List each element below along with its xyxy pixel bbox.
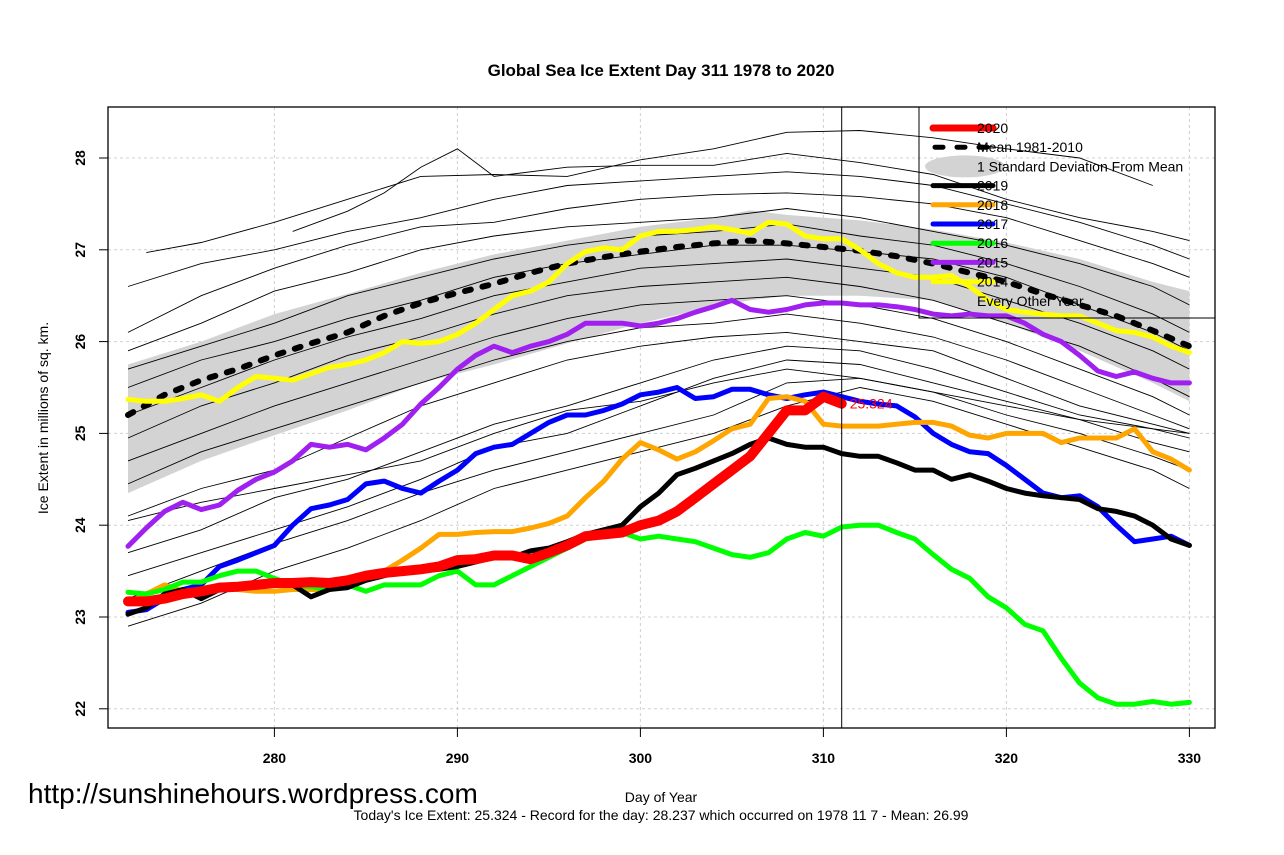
x-axis: 280 290 300 310 320 330 [263,728,1202,766]
sd-band-layer [128,210,1190,494]
series-line-2017 [125,385,1192,615]
plot-frame [107,106,1216,729]
background-year-line [127,377,1190,600]
background-year-line [127,192,1190,333]
footer-stats: Today's Ice Extent: 25.324 - Record for … [354,807,969,823]
annotation-layer: 25.324 [850,396,893,412]
background-year-line [127,359,1190,577]
y-tick-label: 24 [72,517,88,533]
x-tick-label: 330 [1178,750,1202,766]
background-year-line [127,331,1190,517]
legend: 2020 Mean 1981-2010 1 Standard Deviation F… [918,106,1216,319]
legend-label: 2014 [977,274,1008,290]
mean-layer [125,237,1193,418]
chart-title: Global Sea Ice Extent Day 311 1978 to 20… [488,61,835,80]
series-line-2018 [125,394,1192,606]
background-year-line [127,313,1190,485]
legend-label: Mean 1981-2010 [977,139,1083,155]
background-year-line [127,208,1190,352]
x-tick-label: 310 [812,750,836,766]
x-axis-label: Day of Year [625,789,698,805]
legend-label: 2018 [977,197,1008,213]
watermark-link[interactable]: http://sunshinehours.wordpress.com [28,778,478,809]
y-tick-label: 25 [72,425,88,441]
y-tick-label: 27 [72,242,88,258]
legend-label: Every Other Year [977,293,1084,309]
x-tick-label: 300 [629,750,653,766]
legend-label: 2016 [977,235,1008,251]
series-line-2016 [125,522,1192,707]
y-tick-label: 23 [72,609,88,625]
series-line-2020 [123,391,847,607]
legend-label: 1 Standard Deviation From Mean [977,158,1183,174]
legend-label: 2020 [977,120,1008,136]
x-tick-label: 290 [446,750,470,766]
sd-band [128,210,1190,494]
y-axis-label: Ice Extent in millions of sq. km. [35,322,51,514]
legend-label: 2017 [977,216,1008,232]
background-year-line [127,295,1190,462]
series-line-2019 [125,435,1192,617]
series-line-2014 [125,219,1192,404]
legend-label: 2019 [977,178,1008,194]
background-year-line [127,171,1190,287]
y-tick-label: 28 [72,150,88,166]
legend-swatch [925,155,1005,178]
legend-label: 2015 [977,254,1008,270]
background-year-line [127,345,1190,554]
y-tick-label: 26 [72,334,88,350]
current-value-label: 25.324 [850,396,893,412]
y-axis: 22 23 24 25 26 27 28 [72,150,108,717]
mean-line [125,237,1193,418]
y-tick-label: 22 [72,701,88,717]
x-tick-label: 280 [263,750,287,766]
x-tick-label: 320 [995,750,1019,766]
background-year-line [292,148,1190,242]
